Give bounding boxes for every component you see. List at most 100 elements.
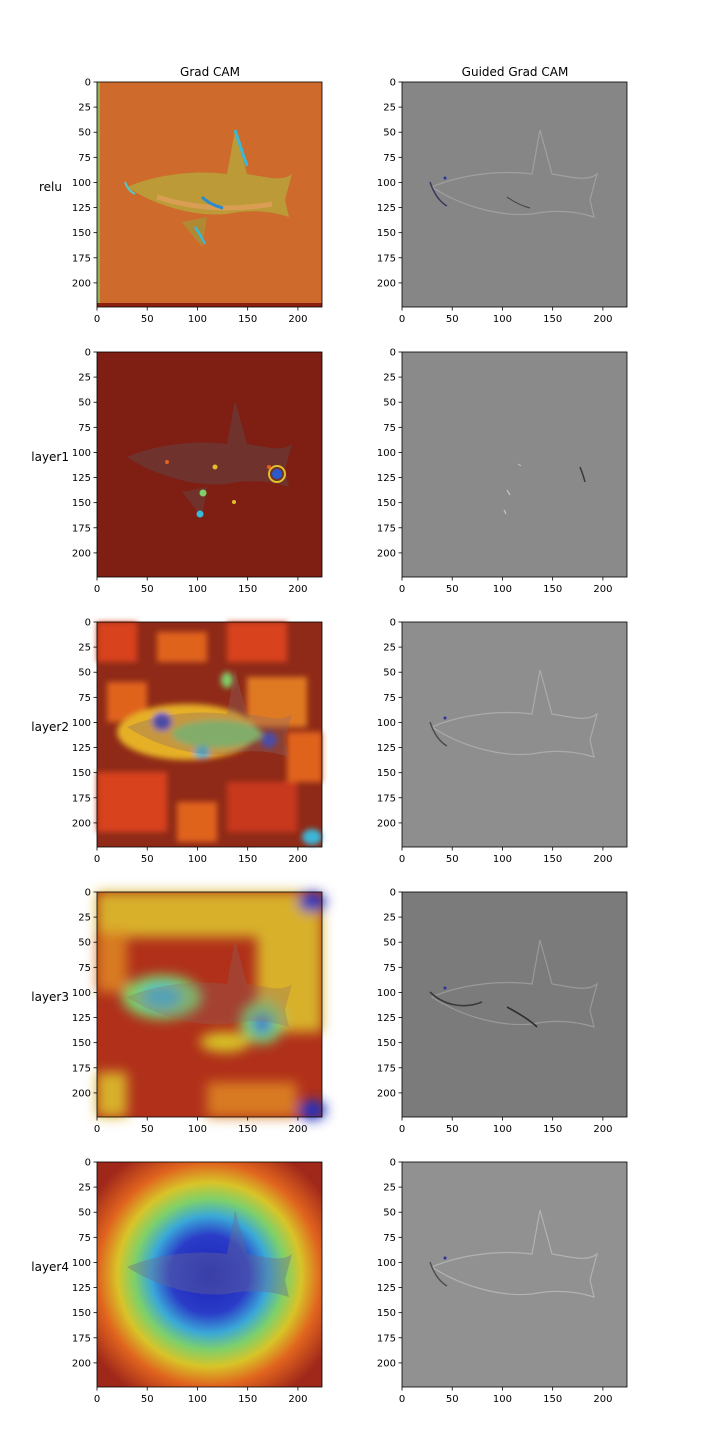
x-tick-label: 0 <box>399 584 405 595</box>
patch <box>157 632 207 662</box>
patch <box>227 622 287 662</box>
x-tick-label: 0 <box>94 584 100 595</box>
axes-layer2: 0 50 100 150 200 0 25 50 75 100 125 150 175 200 <box>72 618 323 865</box>
x-tick-label: 100 <box>188 1124 207 1135</box>
y-tick-label: 175 <box>72 523 91 534</box>
panel-layer4-grad-cam <box>97 1162 322 1387</box>
axes-panel-5: 0 50 100 150 200 0 25 50 75 100 125 150 175 200 <box>377 618 628 865</box>
guided-layer4-background <box>402 1162 627 1387</box>
axes-layer4: 0 50 100 150 200 0 25 50 75 100 125 150 175 200 <box>72 1158 323 1405</box>
activation-spot <box>199 489 207 497</box>
y-tick-label: 125 <box>72 1283 91 1294</box>
y-tick-label: 50 <box>78 1208 91 1219</box>
row-label-layer3: layer3 <box>31 990 69 1004</box>
axes-frame <box>96 351 323 578</box>
shark-edge-light <box>503 509 507 515</box>
axes-frame <box>401 891 628 1118</box>
panel-layer2-guided-grad-cam <box>402 622 627 847</box>
x-tick-label: 100 <box>493 854 512 865</box>
y-tick-label: 125 <box>377 1283 396 1294</box>
panel-layer1-guided-grad-cam <box>402 352 627 577</box>
shark-edge-dark <box>429 721 448 747</box>
row-label-relu: relu <box>39 180 62 194</box>
guided-layer2-background <box>402 622 627 847</box>
cold-corner <box>298 892 326 912</box>
y-tick-label: 0 <box>390 618 396 629</box>
shark-edge-light <box>506 489 511 496</box>
x-tick-label: 50 <box>446 854 459 865</box>
y-tick-label: 175 <box>72 1333 91 1344</box>
y-tick-label: 125 <box>377 1013 396 1024</box>
warm-region <box>97 932 127 992</box>
panel-layer4-guided-grad-cam <box>402 1162 627 1387</box>
shark-belly <box>156 194 273 211</box>
y-tick-label: 175 <box>377 253 396 264</box>
y-tick-label: 100 <box>377 178 396 189</box>
shark-edge-cyan <box>233 129 249 167</box>
heatmap-relu-left-strip <box>97 82 100 307</box>
y-tick-label: 150 <box>72 1038 91 1049</box>
hot-region <box>172 720 262 748</box>
patch <box>287 732 322 782</box>
y-tick-label: 50 <box>383 938 396 949</box>
hot-region <box>194 746 210 758</box>
x-tick-label: 200 <box>593 584 612 595</box>
y-tick-label: 175 <box>72 793 91 804</box>
y-tick-label: 150 <box>72 228 91 239</box>
y-tick-label: 0 <box>390 1158 396 1169</box>
y-tick-label: 25 <box>383 373 396 384</box>
x-tick-label: 0 <box>399 1124 405 1135</box>
y-tick-label: 200 <box>377 278 396 289</box>
column-title-grad-cam: Grad CAM <box>180 65 240 79</box>
y-tick-label: 50 <box>78 398 91 409</box>
y-tick-label: 100 <box>72 448 91 459</box>
axes-panel-3: 0 50 100 150 200 0 25 50 75 100 125 150 175 200 <box>377 348 628 595</box>
x-tick-label: 200 <box>593 854 612 865</box>
x-tick-label: 50 <box>446 1394 459 1405</box>
x-tick-label: 200 <box>288 314 307 325</box>
panel-relu-guided-grad-cam <box>402 82 627 307</box>
shark-edge-cyan-4 <box>124 181 136 195</box>
x-tick-label: 50 <box>141 584 154 595</box>
x-tick-label: 200 <box>593 314 612 325</box>
y-tick-label: 0 <box>85 348 91 359</box>
x-tick-label: 200 <box>593 1124 612 1135</box>
axes-frame <box>96 1161 323 1388</box>
x-tick-label: 50 <box>446 314 459 325</box>
x-tick-label: 50 <box>446 584 459 595</box>
y-tick-label: 150 <box>377 1038 396 1049</box>
y-tick-label: 150 <box>377 498 396 509</box>
patch <box>227 782 297 832</box>
column-title-guided-grad-cam: Guided Grad CAM <box>462 65 569 79</box>
x-tick-label: 0 <box>399 1394 405 1405</box>
guided-spot <box>443 1256 447 1260</box>
y-tick-label: 175 <box>72 253 91 264</box>
y-tick-label: 150 <box>377 228 396 239</box>
x-tick-label: 0 <box>94 314 100 325</box>
x-tick-label: 0 <box>94 1124 100 1135</box>
x-tick-label: 150 <box>543 854 562 865</box>
y-tick-label: 25 <box>78 373 91 384</box>
axes-frame <box>401 81 628 308</box>
y-tick-label: 175 <box>377 793 396 804</box>
y-tick-label: 150 <box>72 1308 91 1319</box>
y-tick-label: 75 <box>78 693 91 704</box>
x-tick-label: 0 <box>94 854 100 865</box>
x-tick-label: 0 <box>399 854 405 865</box>
x-tick-label: 150 <box>238 314 257 325</box>
shark-edge-dark-2 <box>506 1006 538 1028</box>
y-tick-label: 175 <box>377 523 396 534</box>
axes-panel-9: 0 50 100 150 200 0 25 50 75 100 125 150 175 200 <box>377 1158 628 1405</box>
x-tick-label: 100 <box>188 314 207 325</box>
panel-layer1-grad-cam <box>97 352 322 577</box>
y-tick-label: 50 <box>78 668 91 679</box>
heatmap-relu-bottom-strip <box>97 303 322 307</box>
y-tick-label: 0 <box>390 78 396 89</box>
x-tick-label: 50 <box>141 854 154 865</box>
y-tick-label: 125 <box>377 743 396 754</box>
y-tick-label: 25 <box>383 1183 396 1194</box>
activation-spot <box>196 510 204 518</box>
guided-spot <box>443 986 447 990</box>
shark-silhouette <box>127 400 292 487</box>
shark-edge-dark-2 <box>506 196 531 209</box>
